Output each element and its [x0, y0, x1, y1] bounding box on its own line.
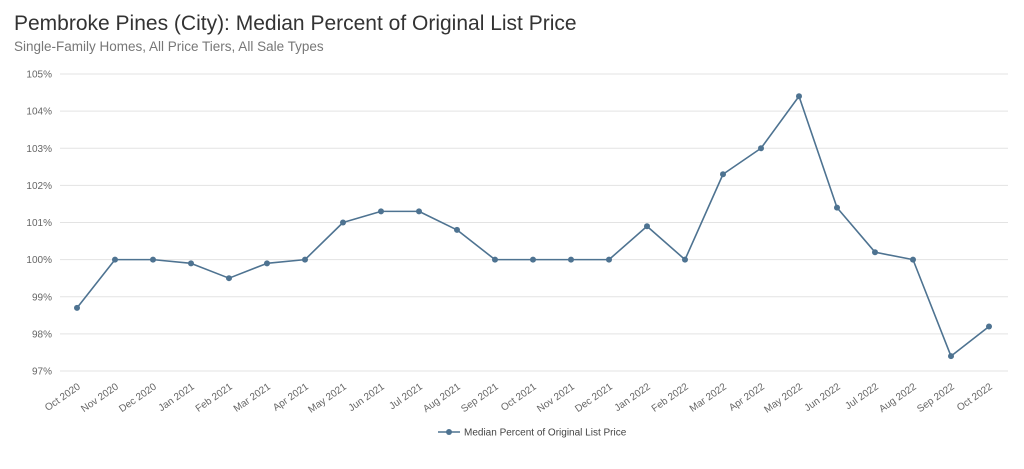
x-tick-label: May 2021: [306, 381, 349, 415]
data-point: [530, 256, 536, 263]
data-point: [302, 256, 308, 263]
y-tick-label: 98%: [32, 329, 52, 340]
series-median-percent: [74, 93, 992, 360]
x-tick-label: Mar 2022: [688, 381, 729, 414]
chart-subtitle: Single-Family Homes, All Price Tiers, Al…: [14, 39, 324, 54]
x-tick-label: Jun 2022: [803, 381, 843, 414]
x-tick-label: Jan 2022: [613, 381, 653, 414]
x-tick-label: Nov 2020: [79, 381, 121, 415]
data-point: [872, 249, 878, 256]
legend-marker: [446, 429, 452, 435]
data-point: [720, 171, 726, 178]
y-tick-label: 102%: [26, 181, 52, 192]
x-tick-label: Aug 2022: [877, 381, 919, 415]
x-tick-label: Mar 2021: [232, 381, 273, 414]
y-tick-label: 99%: [32, 292, 52, 303]
data-point: [796, 93, 802, 100]
x-tick-label: Oct 2021: [499, 381, 539, 414]
x-tick-label: Feb 2022: [650, 381, 691, 414]
x-tick-label: Dec 2020: [117, 381, 159, 415]
y-tick-label: 104%: [26, 107, 52, 118]
y-tick-label: 103%: [26, 144, 52, 155]
y-tick-label: 101%: [26, 218, 52, 229]
data-point: [986, 323, 992, 330]
x-tick-label: Jul 2021: [387, 381, 425, 412]
x-tick-label: Aug 2021: [421, 381, 463, 415]
data-point: [758, 145, 764, 152]
data-point: [454, 226, 460, 233]
data-point: [910, 256, 916, 263]
gridlines: [60, 73, 1008, 372]
data-point: [264, 260, 270, 267]
x-tick-label: May 2022: [762, 381, 805, 415]
data-point: [150, 256, 156, 263]
data-point: [568, 256, 574, 263]
x-tick-label: Jan 2021: [157, 381, 197, 414]
series-line: [76, 95, 990, 357]
data-point: [74, 304, 80, 311]
legend: Median Percent of Original List Price: [438, 428, 627, 439]
data-point: [340, 219, 346, 226]
chart-title: Pembroke Pines (City): Median Percent of…: [14, 12, 577, 35]
y-tick-label: 100%: [26, 255, 52, 266]
data-point: [834, 204, 840, 211]
x-tick-label: Jul 2022: [843, 381, 881, 412]
legend-label: Median Percent of Original List Price: [464, 428, 627, 439]
x-tick-label: Apr 2021: [271, 381, 311, 414]
data-point: [606, 256, 612, 263]
x-tick-label: Sep 2022: [915, 381, 957, 415]
data-point: [492, 256, 498, 263]
data-point: [378, 208, 384, 215]
data-point: [416, 208, 422, 215]
y-axis: 97% 98% 99% 100% 101% 102% 103% 104% 105%: [26, 70, 52, 378]
data-point: [226, 275, 232, 282]
y-tick-label: 105%: [26, 70, 52, 81]
data-point: [112, 256, 118, 263]
x-tick-label: Sep 2021: [459, 381, 501, 415]
data-point: [682, 256, 688, 263]
data-point: [948, 353, 954, 360]
x-tick-label: Jun 2021: [347, 381, 387, 414]
x-tick-label: Nov 2021: [535, 381, 577, 415]
x-tick-label: Apr 2022: [727, 381, 767, 414]
x-tick-label: Oct 2020: [43, 381, 83, 414]
x-tick-label: Dec 2021: [573, 381, 615, 415]
x-tick-label: Oct 2022: [955, 381, 995, 414]
data-point: [188, 260, 194, 267]
x-tick-label: Feb 2021: [194, 381, 235, 414]
y-tick-label: 97%: [32, 367, 52, 378]
data-point: [644, 223, 650, 230]
